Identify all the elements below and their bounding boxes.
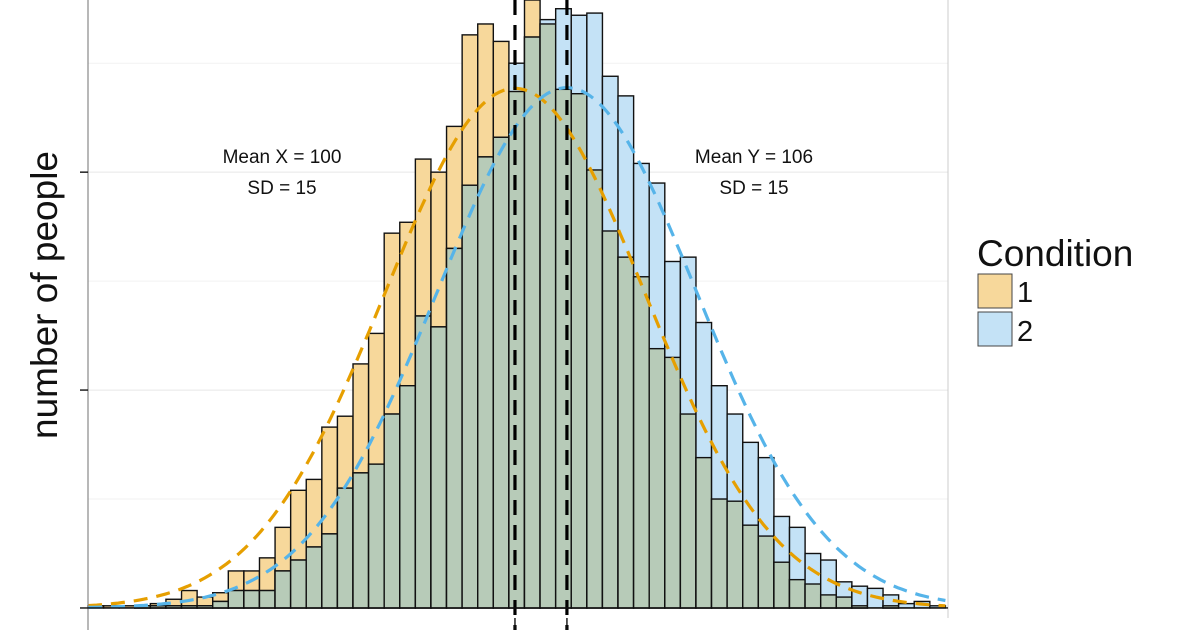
bar-overlap <box>757 535 775 609</box>
bar-overlap <box>414 315 432 609</box>
axes <box>80 0 949 630</box>
density-curve-condition-1 <box>87 86 946 608</box>
bar-overlap <box>258 589 276 609</box>
legend-title: Condition <box>977 233 1133 274</box>
bar-overlap <box>274 570 292 609</box>
bar-overlap <box>461 184 479 609</box>
bar-overlap <box>726 500 744 609</box>
mean-lines <box>513 0 569 630</box>
bar-overlap <box>243 589 261 609</box>
bar-overlap <box>227 589 245 609</box>
bar-overlap <box>492 136 510 609</box>
bar-overlap <box>305 546 323 609</box>
legend-key-1 <box>977 273 1013 309</box>
annotation-sd-y: SD = 15 <box>719 178 788 199</box>
bar-overlap <box>477 156 495 609</box>
bar-overlap <box>445 247 463 609</box>
bar-overlap <box>523 36 541 609</box>
bar-overlap <box>289 559 307 609</box>
bar-overlap <box>632 276 650 609</box>
legend-label-1: 1 <box>1017 277 1033 309</box>
bar-overlap <box>212 600 230 609</box>
density-curves <box>87 86 946 609</box>
bar-overlap <box>710 498 728 609</box>
bar-overlap <box>773 561 791 609</box>
bar-overlap <box>617 256 635 609</box>
bar-overlap <box>383 413 401 609</box>
annotation-mean-x: Mean X = 100 <box>223 147 342 168</box>
bar-overlap <box>819 594 837 609</box>
bar-overlap <box>788 578 806 609</box>
legend: Condition 1 2 <box>977 233 1133 348</box>
y-axis-label: number of people <box>24 151 65 439</box>
bar-overlap <box>430 326 448 609</box>
bar-overlap <box>586 169 604 609</box>
bar-overlap <box>570 93 588 609</box>
bar-overlap <box>835 596 853 609</box>
bars <box>87 0 947 609</box>
bar-overlap <box>508 90 526 609</box>
density-curve-condition-2 <box>87 86 946 609</box>
bar-overlap <box>554 88 572 609</box>
bar-overlap <box>804 583 822 609</box>
bar-overlap <box>742 524 760 609</box>
bar-overlap <box>695 456 713 609</box>
bar-overlap <box>352 472 370 609</box>
bar-overlap <box>664 356 682 609</box>
bar-overlap <box>367 463 385 609</box>
annotation-sd-x: SD = 15 <box>247 178 316 199</box>
annotation-mean-y: Mean Y = 106 <box>695 147 813 168</box>
legend-label-2: 2 <box>1017 316 1033 348</box>
bar-overlap <box>679 413 697 609</box>
bar-overlap <box>336 487 354 609</box>
bar-overlap <box>399 385 417 609</box>
bar-overlap <box>321 533 339 609</box>
bar-overlap <box>648 347 666 609</box>
bar-overlap <box>601 230 619 609</box>
legend-key-2 <box>977 311 1013 347</box>
